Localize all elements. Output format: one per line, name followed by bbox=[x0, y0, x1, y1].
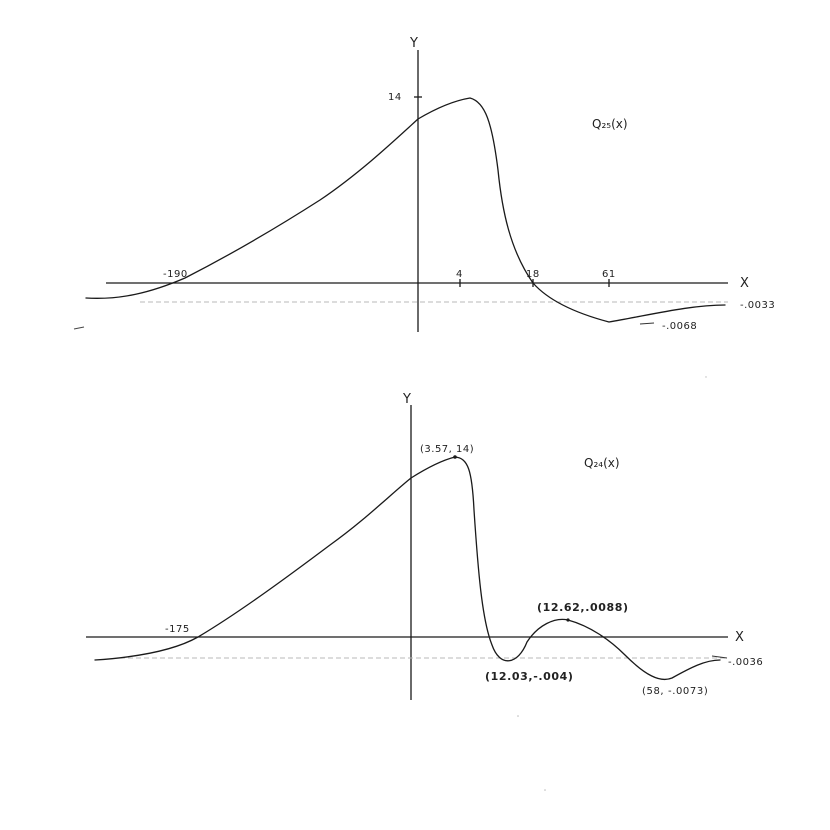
q25-min-annotation: -.0068 bbox=[662, 321, 697, 332]
scan-speck bbox=[517, 715, 519, 717]
q24-graph: X Y -175 Q₂₄(x) (3.57, 14) (12.62,.0088)… bbox=[86, 392, 763, 700]
scan-speck bbox=[705, 376, 707, 378]
q25-function-label: Q₂₅(x) bbox=[592, 117, 628, 131]
q25-x-tick-neg190: -190 bbox=[163, 269, 188, 280]
q24-x-axis-label: X bbox=[735, 630, 744, 645]
q25-curve bbox=[85, 97, 726, 323]
q24-curve bbox=[94, 456, 721, 680]
q25-asymptote-label: -.0033 bbox=[740, 300, 775, 311]
q25-x-tick-4: 4 bbox=[456, 269, 463, 280]
q25-x-tick-61: 61 bbox=[602, 269, 616, 280]
q24-local-max-annotation: (12.62,.0088) bbox=[537, 601, 629, 614]
q24-max-point bbox=[453, 455, 457, 459]
q24-function-label: Q₂₄(x) bbox=[584, 456, 620, 470]
q25-stray-mark bbox=[73, 326, 85, 330]
q24-local-max-point bbox=[566, 618, 570, 622]
q25-min-pointer bbox=[639, 322, 655, 325]
q25-y-tick-14: 14 bbox=[388, 92, 402, 103]
q25-x-axis-label: X bbox=[740, 276, 749, 291]
q25-graph: X Y 14 -190 4 18 61 Q₂₅(x) -.0033 -.0068 bbox=[73, 36, 775, 332]
q24-asymptote-label: -.0036 bbox=[728, 657, 763, 668]
q24-asymptote-pointer bbox=[711, 655, 728, 659]
q25-y-axis-label: Y bbox=[409, 36, 418, 51]
q25-x-tick-18: 18 bbox=[526, 269, 540, 280]
q24-min-annotation: (58, -.0073) bbox=[642, 686, 708, 697]
q24-max-annotation: (3.57, 14) bbox=[420, 444, 474, 455]
scan-speck bbox=[544, 789, 546, 791]
q24-y-axis-label: Y bbox=[402, 392, 411, 407]
q24-local-min-annotation: (12.03,-.004) bbox=[485, 670, 574, 683]
q24-x-tick-neg175: -175 bbox=[165, 624, 190, 635]
